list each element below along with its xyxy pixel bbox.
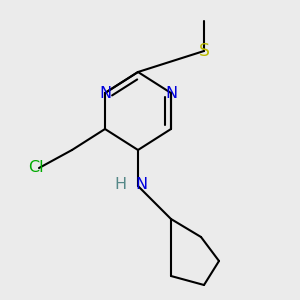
Text: N: N (135, 177, 147, 192)
Text: N: N (99, 85, 111, 100)
Text: S: S (199, 42, 209, 60)
Text: Cl: Cl (28, 160, 44, 175)
Text: N: N (165, 85, 177, 100)
Text: H: H (114, 177, 126, 192)
